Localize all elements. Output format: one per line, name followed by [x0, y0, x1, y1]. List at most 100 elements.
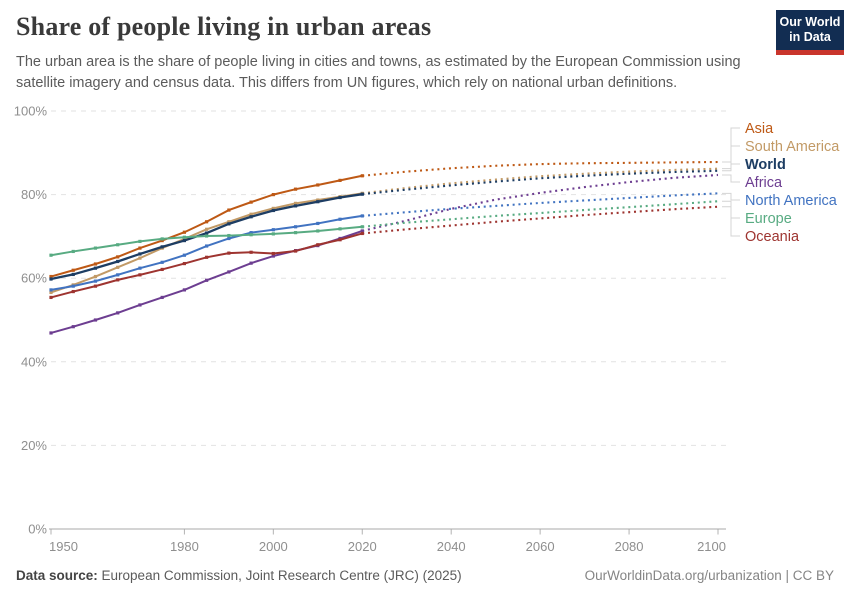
data-point-marker: [338, 217, 342, 221]
data-source-label: Data source:: [16, 568, 98, 583]
data-point-marker: [316, 183, 320, 187]
series-projection-asia[interactable]: [362, 160, 719, 177]
data-point-marker: [271, 254, 275, 258]
data-point-marker: [138, 256, 142, 260]
y-tick-label: 20%: [21, 438, 47, 453]
data-point-marker: [316, 229, 320, 233]
data-point-marker: [271, 251, 275, 256]
x-tick-label: 1980: [170, 539, 199, 554]
legend-label-oceania[interactable]: Oceania: [745, 229, 800, 245]
data-point-marker: [138, 273, 142, 277]
data-point-marker: [338, 195, 342, 200]
data-point-marker: [93, 246, 98, 250]
data-point-marker: [271, 193, 275, 197]
legend-label-africa[interactable]: Africa: [745, 175, 783, 191]
data-point-marker: [138, 252, 142, 256]
legend-connector: [722, 192, 740, 201]
data-point-marker: [71, 289, 75, 294]
data-point-marker: [205, 244, 209, 248]
data-point-marker: [49, 274, 53, 279]
data-point-marker: [182, 235, 186, 239]
x-tick-label: 2080: [615, 539, 644, 554]
data-point-marker: [271, 232, 275, 236]
data-point-marker: [116, 273, 120, 277]
series-projection-world[interactable]: [362, 169, 719, 196]
data-point-marker: [227, 220, 231, 224]
data-point-marker: [227, 233, 231, 238]
series-projection-south-america[interactable]: [362, 167, 719, 195]
data-point-marker: [338, 227, 342, 231]
legend-label-asia[interactable]: Asia: [745, 121, 774, 137]
data-point-marker: [71, 284, 75, 288]
x-tick-label: 2020: [348, 539, 377, 554]
y-tick-label: 60%: [21, 271, 47, 286]
series-line-oceania[interactable]: [50, 232, 363, 299]
data-point-marker: [71, 325, 75, 329]
data-point-marker: [205, 227, 209, 231]
urbanization-chart[interactable]: 0% 20% 40% 60% 80% 100% 1950 1980 2000 2020 2040 20…: [0, 100, 850, 570]
legend-label-world[interactable]: World: [745, 157, 786, 173]
data-point-marker: [138, 239, 142, 244]
series-projection-north-america[interactable]: [362, 192, 719, 217]
page-title: Share of people living in urban areas: [16, 12, 432, 41]
data-point-marker: [182, 288, 186, 292]
data-point-marker: [249, 233, 253, 237]
data-point-marker: [271, 208, 275, 213]
x-tick-label: 2100: [697, 539, 726, 554]
data-source: Data source: European Commission, Joint …: [16, 568, 462, 583]
data-point-marker: [338, 178, 342, 182]
y-tick-label: 0%: [28, 522, 47, 537]
data-point-marker: [138, 266, 142, 270]
data-point-marker: [249, 261, 253, 265]
series-line-europe[interactable]: [50, 225, 363, 257]
data-point-marker: [160, 238, 164, 243]
data-point-marker: [316, 198, 320, 202]
data-point-marker: [93, 266, 98, 270]
data-point-marker: [293, 187, 298, 191]
data-point-marker: [293, 225, 298, 229]
x-tick-label: 2040: [437, 539, 466, 554]
legend-label-south-america[interactable]: South America: [745, 139, 840, 155]
data-point-marker: [93, 279, 98, 283]
data-point-marker: [249, 200, 253, 204]
data-point-marker: [360, 225, 364, 229]
data-point-marker: [249, 215, 253, 219]
series-projection-europe[interactable]: [362, 200, 719, 228]
data-point-marker: [316, 221, 320, 226]
data-point-marker: [71, 272, 75, 277]
data-source-text: European Commission, Joint Research Cent…: [97, 568, 462, 583]
owid-logo-line1: Our World: [779, 15, 841, 29]
data-point-marker: [249, 250, 253, 254]
data-point-marker: [227, 208, 231, 212]
legend-label-europe[interactable]: Europe: [745, 211, 792, 227]
legend-connector: [722, 206, 740, 237]
series-line-south-america[interactable]: [50, 192, 363, 294]
data-point-marker: [360, 229, 364, 233]
series-line-asia[interactable]: [50, 174, 363, 278]
data-point-marker: [49, 277, 53, 281]
owid-logo[interactable]: Our World in Data: [776, 10, 844, 55]
data-point-marker: [160, 295, 164, 300]
legend-connector: [722, 145, 740, 170]
legend-label-north-america[interactable]: North America: [745, 193, 838, 209]
data-point-marker: [182, 253, 186, 257]
data-point-marker: [71, 268, 75, 272]
data-point-marker: [227, 222, 231, 226]
data-point-marker: [293, 201, 298, 205]
data-point-marker: [49, 290, 53, 295]
data-point-marker: [293, 249, 298, 253]
data-point-marker: [182, 230, 186, 234]
data-point-marker: [205, 255, 209, 259]
x-tick-label: 1950: [49, 539, 78, 554]
data-point-marker: [227, 270, 231, 274]
data-point-marker: [71, 249, 75, 254]
data-point-marker: [116, 255, 120, 259]
footer-link[interactable]: OurWorldinData.org/urbanization | CC BY: [584, 568, 834, 583]
data-point-marker: [160, 267, 164, 272]
data-point-marker: [205, 234, 209, 238]
data-point-marker: [271, 228, 275, 232]
data-point-marker: [49, 288, 53, 292]
data-point-marker: [293, 204, 298, 208]
series-projection-oceania[interactable]: [362, 205, 719, 235]
